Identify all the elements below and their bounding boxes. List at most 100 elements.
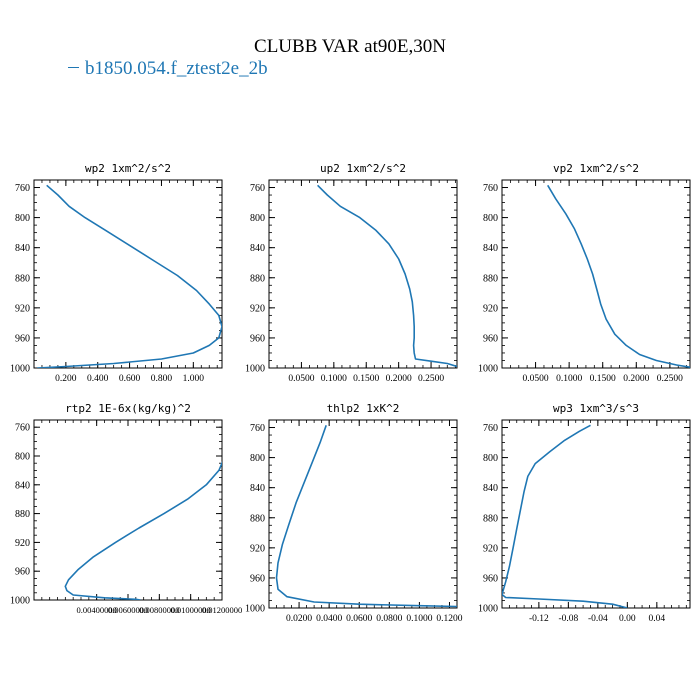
x-tick-label: -0.12 [529,614,549,624]
x-tick-label: 0.0500 [288,374,314,384]
y-tick-label: 960 [483,333,498,344]
x-tick-label: 0.1000 [321,374,347,384]
y-tick-label: 800 [250,453,265,464]
y-tick-label: 800 [15,452,30,463]
chart-panel: thlp2 1xK^2 760 800 840 880 920 960 1000 0.0200 0… [245,402,463,624]
x-tick-label: 0.0200 [286,614,312,624]
y-tick-label: 920 [15,303,30,314]
series-line [64,461,222,600]
x-tick-label: 0.00800000 [139,605,179,615]
panel-title: wp2 1xm^2/s^2 [85,162,171,175]
x-tick-label: 0.2000 [386,374,412,384]
x-tick-label: 0.1500 [353,374,379,384]
y-tick-label: 840 [250,243,265,254]
x-tick-label: 0.2500 [418,374,444,384]
y-tick-label: 920 [250,543,265,554]
y-tick-label: 840 [483,243,498,254]
y-tick-label: 960 [15,333,30,344]
series-line [502,424,628,608]
series-line [547,184,690,368]
panel-title: thlp2 1xK^2 [327,402,400,415]
y-tick-label: 880 [483,513,498,524]
y-tick-label: 760 [15,423,30,434]
y-tick-label: 840 [15,480,30,491]
y-tick-label: 920 [15,538,30,549]
x-tick-label: 0.01200000 [202,605,242,615]
panel-title: rtp2 1E-6x(kg/kg)^2 [65,402,191,415]
figure-title: CLUBB VAR at90E,30N [254,36,446,57]
chart-panel: up2 1xm^2/s^2 760 800 840 880 920 960 1000 0.050… [245,162,458,384]
y-tick-label: 1000 [245,604,265,615]
x-tick-label: 0.2500 [657,374,683,384]
chart-panel: wp3 1xm^3/s^3 760 800 840 880 920 960 1000 -0.12… [478,402,691,624]
series-line [317,184,457,368]
y-tick-label: 840 [483,483,498,494]
y-tick-label: 760 [483,423,498,434]
y-tick-label: 880 [250,273,265,284]
y-tick-label: 760 [15,183,30,194]
x-tick-label: 0.1500 [590,374,616,384]
y-tick-label: 1000 [478,364,498,375]
y-tick-label: 760 [250,183,265,194]
y-tick-label: 800 [250,213,265,224]
y-tick-label: 920 [250,303,265,314]
x-tick-label: 0.0400 [316,614,342,624]
y-tick-label: 920 [483,303,498,314]
legend-label: b1850.054.f_ztest2e_2b [85,58,268,79]
x-tick-label: 0.800 [151,374,173,384]
x-tick-label: 0.600 [119,374,141,384]
y-tick-label: 880 [15,509,30,520]
x-tick-label: 0.400 [87,374,109,384]
series-line [275,425,457,608]
y-tick-label: 1000 [245,364,265,375]
plot-frame [33,419,223,601]
plot-frame [501,179,691,369]
x-tick-label: 0.00 [619,614,636,624]
plot-frame [33,179,223,369]
plot-frame [501,419,691,609]
y-tick-label: 1000 [10,364,30,375]
chart-panel: rtp2 1E-6x(kg/kg)^2 760 800 840 880 920 960 100… [10,402,242,615]
y-tick-label: 840 [15,243,30,254]
y-tick-label: 760 [250,423,265,434]
x-tick-label: 0.2000 [623,374,649,384]
x-tick-label: 0.1000 [406,614,432,624]
y-tick-label: 1000 [478,604,498,615]
x-tick-label: 0.0600 [346,614,372,624]
panel-title: vp2 1xm^2/s^2 [553,162,639,175]
x-tick-label: 0.00600000 [108,605,148,615]
plot-frame [268,419,458,609]
x-tick-label: 0.200 [55,374,77,384]
y-tick-label: 1000 [10,596,30,607]
y-tick-label: 800 [15,213,30,224]
x-tick-label: 0.01000000 [170,605,210,615]
legend-line-swatch [68,67,79,69]
y-tick-label: 920 [483,543,498,554]
y-tick-label: 880 [250,513,265,524]
series-line [37,184,222,368]
y-tick-label: 800 [483,453,498,464]
x-tick-label: -0.08 [558,614,578,624]
legend: b1850.054.f_ztest2e_2b [68,58,268,80]
y-tick-label: 960 [250,333,265,344]
x-tick-label: 0.04 [649,614,666,624]
x-tick-label: 0.1000 [556,374,582,384]
x-tick-label: 0.0800 [376,614,402,624]
panel-title: wp3 1xm^3/s^3 [553,402,639,415]
y-tick-label: 880 [483,273,498,284]
y-tick-label: 960 [483,573,498,584]
x-tick-label: 0.0500 [523,374,549,384]
x-tick-label: 1.000 [183,374,205,384]
chart-panel: wp2 1xm^2/s^2 760 800 840 880 920 960 1000 0.200… [10,162,223,384]
y-tick-label: 960 [250,573,265,584]
x-tick-label: 0.1200 [436,614,462,624]
plot-frame [268,179,458,369]
chart-panel: vp2 1xm^2/s^2 760 800 840 880 920 960 1000 0.050… [478,162,691,384]
x-tick-label: 0.00400000 [76,605,116,615]
y-tick-label: 840 [250,483,265,494]
x-tick-label: -0.04 [588,614,608,624]
y-tick-label: 880 [15,273,30,284]
y-tick-label: 760 [483,183,498,194]
y-tick-label: 960 [15,567,30,578]
